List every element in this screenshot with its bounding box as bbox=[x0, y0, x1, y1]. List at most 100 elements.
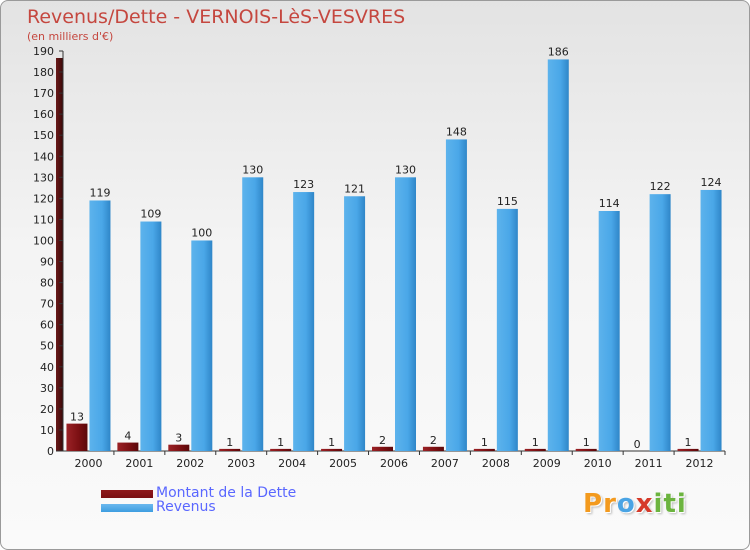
x-tick-label: 2008 bbox=[482, 457, 510, 470]
bar-dette bbox=[219, 448, 241, 451]
x-tick-label: 2003 bbox=[227, 457, 255, 470]
data-label-dette: 4 bbox=[124, 430, 131, 443]
y-tick-label: 100 bbox=[33, 234, 54, 247]
data-label-revenus: 109 bbox=[140, 208, 161, 221]
bar-revenus bbox=[649, 194, 671, 451]
data-label-dette: 2 bbox=[430, 434, 437, 447]
legend-label-dette: Montant de la Dette bbox=[156, 485, 297, 501]
logo-letter: P bbox=[583, 489, 604, 519]
data-label-dette: 1 bbox=[226, 436, 233, 449]
data-label-revenus: 122 bbox=[650, 180, 671, 193]
data-label-revenus: 100 bbox=[191, 226, 212, 239]
bar-dette bbox=[473, 448, 495, 451]
bar-dette bbox=[372, 446, 393, 451]
proxiti-logo: Proxiti bbox=[583, 489, 687, 519]
data-label-revenus: 130 bbox=[242, 163, 263, 176]
data-label-dette: 1 bbox=[481, 436, 488, 449]
bar-revenus bbox=[191, 240, 213, 451]
logo-letter: i bbox=[653, 489, 664, 519]
data-label-dette: 1 bbox=[583, 436, 590, 449]
bar-revenus bbox=[598, 211, 620, 451]
bar-revenus bbox=[547, 59, 569, 451]
y-tick-label: 150 bbox=[33, 129, 54, 142]
bar-revenus bbox=[496, 208, 518, 451]
y-tick-label: 70 bbox=[40, 298, 54, 311]
x-tick-label: 2000 bbox=[74, 457, 102, 470]
y-tick-label: 0 bbox=[47, 445, 54, 458]
y-tick-label: 120 bbox=[33, 192, 54, 205]
bar-dette bbox=[168, 444, 190, 451]
bar-dette bbox=[677, 448, 699, 451]
bar-dette bbox=[270, 448, 292, 451]
y-tick-label: 60 bbox=[40, 319, 54, 332]
bar-dette bbox=[117, 442, 139, 451]
bar-dette bbox=[321, 448, 343, 451]
data-label-revenus: 123 bbox=[293, 178, 314, 191]
x-tick-label: 2012 bbox=[686, 457, 714, 470]
y-tick-label: 110 bbox=[33, 213, 54, 226]
y-tick-label: 90 bbox=[40, 256, 54, 269]
x-tick-label: 2007 bbox=[431, 457, 459, 470]
data-label-dette: 1 bbox=[328, 436, 335, 449]
y-tick-label: 30 bbox=[40, 382, 54, 395]
data-label-dette: 3 bbox=[175, 432, 182, 445]
bar-dette bbox=[66, 423, 88, 451]
y-tick-label: 50 bbox=[40, 340, 54, 353]
bar-dette bbox=[422, 446, 444, 451]
legend-label-revenus: Revenus bbox=[156, 499, 216, 515]
bar-revenus bbox=[140, 221, 162, 451]
x-tick-label: 2011 bbox=[635, 457, 663, 470]
y-tick-label: 170 bbox=[33, 87, 54, 100]
x-tick-label: 2004 bbox=[278, 457, 306, 470]
data-label-revenus: 121 bbox=[344, 182, 365, 195]
y-tick-label: 20 bbox=[40, 403, 54, 416]
data-label-revenus: 186 bbox=[548, 45, 569, 58]
x-tick-label: 2002 bbox=[176, 457, 204, 470]
y-tick-label: 40 bbox=[40, 361, 54, 374]
y-tick-label: 80 bbox=[40, 277, 54, 290]
data-label-revenus: 148 bbox=[446, 125, 467, 138]
bar-dette bbox=[524, 448, 546, 451]
logo-letter: t bbox=[663, 489, 677, 519]
data-label-dette: 0 bbox=[634, 438, 641, 451]
legend-swatch-dette bbox=[101, 490, 153, 498]
chart-title: Revenus/Dette - VERNOIS-LèS-VESVRES bbox=[27, 6, 406, 28]
x-tick-label: 2006 bbox=[380, 457, 408, 470]
x-tick-label: 2005 bbox=[329, 457, 357, 470]
data-label-revenus: 114 bbox=[599, 197, 620, 210]
bar-revenus bbox=[242, 177, 264, 451]
y-tick-label: 130 bbox=[33, 171, 54, 184]
data-label-dette: 1 bbox=[685, 436, 692, 449]
bar-dette bbox=[575, 448, 597, 451]
y-tick-label: 140 bbox=[33, 150, 54, 163]
logo-letter: x bbox=[635, 489, 654, 519]
y-tick-label: 160 bbox=[33, 108, 54, 121]
bar-revenus bbox=[293, 192, 315, 452]
data-label-revenus: 115 bbox=[497, 195, 518, 208]
logo-letter: i bbox=[676, 489, 687, 519]
y-tick-label: 10 bbox=[40, 424, 54, 437]
data-label-revenus: 130 bbox=[395, 163, 416, 176]
bar-revenus bbox=[89, 200, 111, 451]
chart-subtitle: (en milliers d'€) bbox=[27, 30, 114, 43]
bar-revenus bbox=[700, 189, 722, 451]
y-tick-label: 190 bbox=[33, 45, 54, 58]
data-label-revenus: 119 bbox=[89, 186, 110, 199]
x-tick-label: 2001 bbox=[125, 457, 153, 470]
bar-revenus bbox=[445, 139, 467, 451]
data-label-dette: 1 bbox=[532, 436, 539, 449]
bar-revenus bbox=[395, 177, 416, 451]
data-label-dette: 1 bbox=[277, 436, 284, 449]
logo-letter: o bbox=[616, 489, 636, 519]
logo-letter: r bbox=[603, 489, 617, 519]
bar-revenus bbox=[344, 196, 366, 451]
legend-swatch-revenus bbox=[101, 504, 153, 512]
x-tick-label: 2009 bbox=[533, 457, 561, 470]
data-label-dette: 2 bbox=[379, 434, 386, 447]
y-axis-wall bbox=[56, 58, 63, 451]
y-tick-label: 180 bbox=[33, 66, 54, 79]
x-tick-label: 2010 bbox=[584, 457, 612, 470]
data-label-revenus: 124 bbox=[701, 176, 722, 189]
